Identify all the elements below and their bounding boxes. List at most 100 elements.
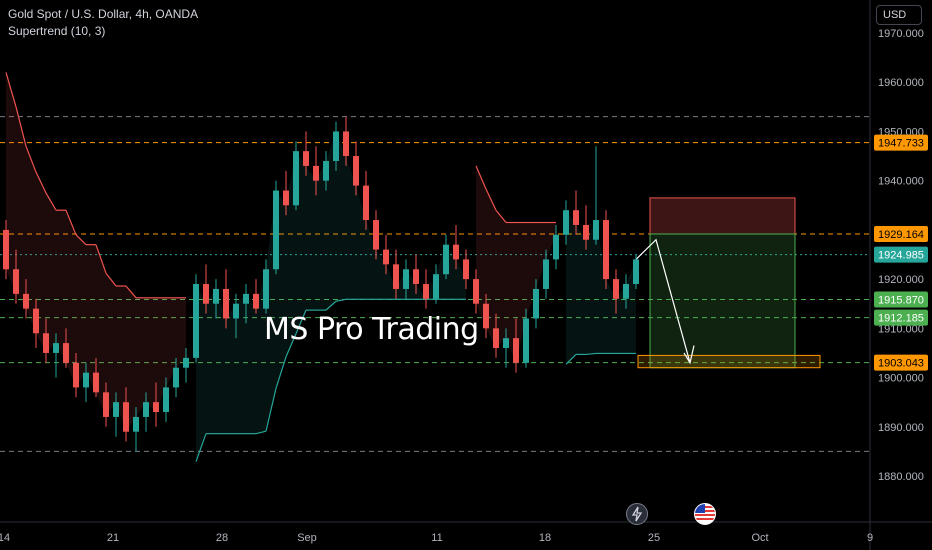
price-tag bbox=[874, 246, 928, 263]
time-axis[interactable]: 14 21 28 Sep 11 18 25 Oct 9 bbox=[0, 521, 932, 544]
supertrend-fill bbox=[586, 220, 596, 355]
candle-body bbox=[573, 210, 579, 225]
supertrend-line bbox=[275, 356, 287, 389]
candle-body bbox=[583, 224, 589, 240]
time-tick-label: 18 bbox=[539, 532, 551, 544]
candle-body bbox=[203, 284, 209, 304]
price-tag-label: 1947.733 bbox=[878, 138, 924, 150]
supertrend-line bbox=[585, 352, 597, 356]
candle-body bbox=[413, 269, 419, 285]
candle-body bbox=[213, 288, 219, 304]
currency-button[interactable]: USD bbox=[876, 5, 922, 25]
price-axis[interactable]: 1970.0001960.0001950.0001940.0001930.000… bbox=[869, 0, 924, 550]
watermark-text: MS Pro Trading bbox=[264, 312, 479, 347]
supertrend-fill bbox=[576, 224, 586, 355]
candle-body bbox=[253, 293, 259, 309]
candle-body bbox=[23, 293, 29, 309]
candle-body bbox=[173, 367, 179, 388]
price-tag-label: 1924.985 bbox=[878, 250, 924, 262]
price-tag-label: 1912.185 bbox=[878, 313, 924, 325]
price-tag-label: 1903.043 bbox=[878, 358, 924, 370]
supertrend-line bbox=[495, 209, 507, 223]
supertrend-line bbox=[25, 145, 37, 173]
supertrend-line bbox=[485, 188, 497, 211]
supertrend-fill bbox=[316, 160, 326, 311]
candle-body bbox=[303, 151, 309, 166]
candle-body bbox=[313, 165, 319, 181]
supertrend-line bbox=[125, 285, 137, 299]
supertrend-line bbox=[255, 430, 267, 435]
target-zone bbox=[637, 354, 821, 369]
candle-body bbox=[133, 416, 139, 432]
supertrend-line bbox=[295, 309, 307, 334]
candle-body bbox=[353, 156, 359, 186]
candle-body bbox=[433, 274, 439, 299]
price-tick-label: 1960.000 bbox=[878, 77, 924, 89]
candle-body bbox=[533, 288, 539, 319]
candle-body bbox=[403, 269, 409, 289]
price-tick-label: 1880.000 bbox=[878, 471, 924, 483]
candle-body bbox=[483, 303, 489, 329]
candle-body bbox=[103, 392, 109, 417]
time-tick-label: 28 bbox=[216, 532, 228, 544]
price-tag bbox=[874, 291, 928, 308]
candle-body bbox=[293, 151, 299, 206]
supertrend-fill bbox=[256, 269, 266, 434]
supertrend-line bbox=[45, 192, 57, 211]
candle-body bbox=[113, 402, 119, 417]
price-tick-label: 1940.000 bbox=[878, 176, 924, 188]
candle-body bbox=[223, 288, 229, 319]
price-tick-label: 1890.000 bbox=[878, 422, 924, 434]
candle-body bbox=[563, 210, 569, 235]
indicator-title[interactable]: Supertrend (10, 3) bbox=[8, 24, 106, 38]
time-tick-label: 25 bbox=[648, 532, 660, 544]
supertrend-fill bbox=[306, 165, 316, 311]
supertrend-fill bbox=[226, 303, 236, 434]
supertrend-fill bbox=[116, 286, 126, 432]
candle-body bbox=[233, 303, 239, 319]
supertrend-fill bbox=[246, 293, 256, 434]
supertrend-fill bbox=[566, 210, 576, 365]
candle-body bbox=[153, 402, 159, 413]
supertrend-fill bbox=[236, 293, 246, 434]
supertrend-fill bbox=[136, 297, 146, 417]
supertrend-fill bbox=[616, 284, 626, 354]
supertrend-fill bbox=[386, 264, 396, 300]
candle-body bbox=[523, 318, 529, 363]
candle-body bbox=[453, 244, 459, 260]
candle-body bbox=[93, 372, 99, 393]
candle-body bbox=[423, 284, 429, 299]
symbol-title[interactable]: Gold Spot / U.S. Dollar, 4h, OANDA bbox=[8, 7, 199, 21]
us-flag-event-icon[interactable] bbox=[694, 503, 716, 525]
supertrend-fill bbox=[336, 131, 346, 302]
candle-body bbox=[63, 343, 69, 363]
supertrend-fill bbox=[546, 222, 556, 260]
supertrend-fill bbox=[146, 297, 156, 413]
candle-body bbox=[373, 220, 379, 250]
candle-body bbox=[593, 220, 599, 240]
candle-body bbox=[333, 131, 339, 161]
supertrend-fill bbox=[26, 146, 36, 334]
trade-setup[interactable] bbox=[635, 197, 821, 369]
supertrend-fill bbox=[596, 220, 606, 354]
supertrend-line bbox=[325, 300, 337, 311]
candle-body bbox=[273, 190, 279, 270]
projection-arrowhead bbox=[683, 345, 695, 365]
candle-body bbox=[243, 293, 249, 304]
supertrend-fill bbox=[76, 234, 86, 388]
stop-loss-zone bbox=[649, 197, 796, 235]
supertrend-line bbox=[565, 353, 577, 365]
supertrend-line bbox=[265, 388, 277, 432]
candle-body bbox=[493, 328, 499, 349]
supertrend-fill bbox=[166, 297, 176, 388]
time-tick-label: Sep bbox=[297, 532, 317, 544]
candle-body bbox=[183, 357, 189, 368]
supertrend-fill bbox=[366, 220, 376, 300]
supertrend-line bbox=[475, 165, 487, 190]
price-tick-label: 1970.000 bbox=[878, 28, 924, 40]
candle-body bbox=[613, 279, 619, 299]
flash-event-icon[interactable] bbox=[626, 503, 648, 525]
supertrend-fill bbox=[56, 210, 66, 363]
supertrend-fill bbox=[206, 288, 216, 434]
